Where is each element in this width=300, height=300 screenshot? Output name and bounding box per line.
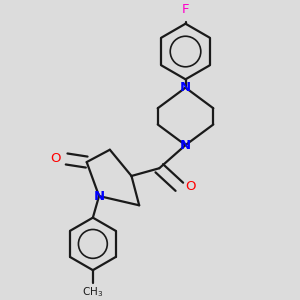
Text: CH$_3$: CH$_3$ [82, 285, 103, 299]
Text: F: F [182, 3, 189, 16]
Text: N: N [94, 190, 105, 202]
Text: O: O [50, 152, 60, 166]
Text: N: N [180, 139, 191, 152]
Text: O: O [185, 180, 195, 193]
Text: N: N [180, 81, 191, 94]
